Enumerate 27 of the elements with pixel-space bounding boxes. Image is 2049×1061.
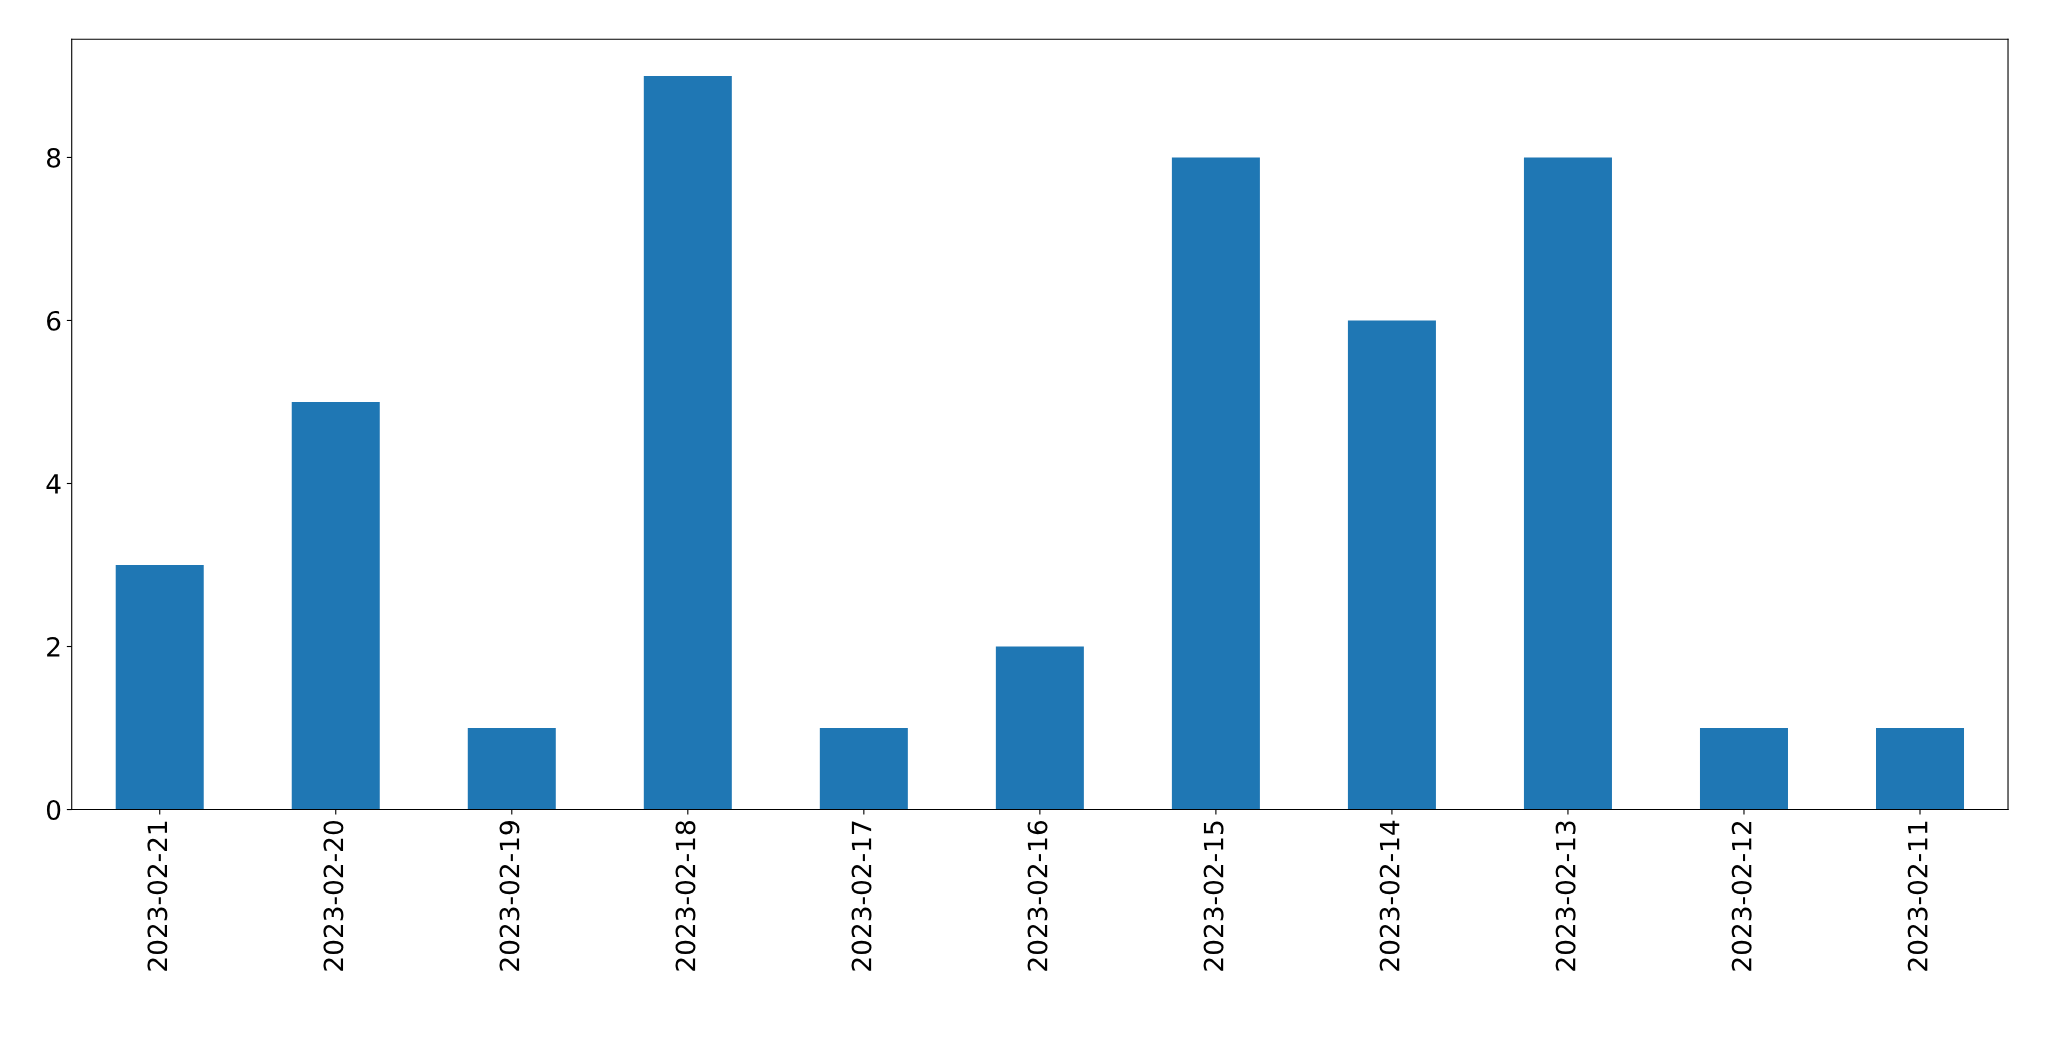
- bar: [1699, 728, 1788, 810]
- x-tick-label: 2023-02-18: [675, 821, 696, 971]
- x-tick-label: 2023-02-15: [1203, 821, 1224, 971]
- bar: [1523, 157, 1612, 810]
- y-tick-label: 2: [47, 636, 60, 657]
- x-tick-label: 2023-02-12: [1731, 821, 1752, 971]
- x-tick-label: 2023-02-17: [851, 821, 872, 971]
- x-tick-label: 2023-02-16: [1027, 820, 1048, 971]
- x-tick-label: 2023-02-19: [499, 821, 520, 971]
- bar: [1347, 320, 1436, 810]
- bar: [291, 401, 380, 810]
- y-tick-label: 4: [46, 474, 61, 494]
- bar: [467, 728, 556, 810]
- bar: [995, 646, 1084, 810]
- x-tick-label: 2023-02-11: [1907, 821, 1928, 971]
- y-tick-label: 0: [46, 799, 61, 820]
- y-tick-label: 8: [46, 147, 61, 168]
- bar: [1876, 728, 1965, 810]
- x-tick-label: 2023-02-20: [323, 821, 344, 971]
- bar: [115, 565, 204, 810]
- bar: [643, 75, 732, 810]
- bar: [1171, 157, 1260, 810]
- bar: [819, 728, 908, 810]
- x-tick-label: 2023-02-13: [1555, 821, 1576, 971]
- x-tick-label: 2023-02-21: [147, 821, 168, 971]
- y-tick-label: 6: [47, 310, 61, 331]
- x-tick-label: 2023-02-14: [1379, 820, 1400, 971]
